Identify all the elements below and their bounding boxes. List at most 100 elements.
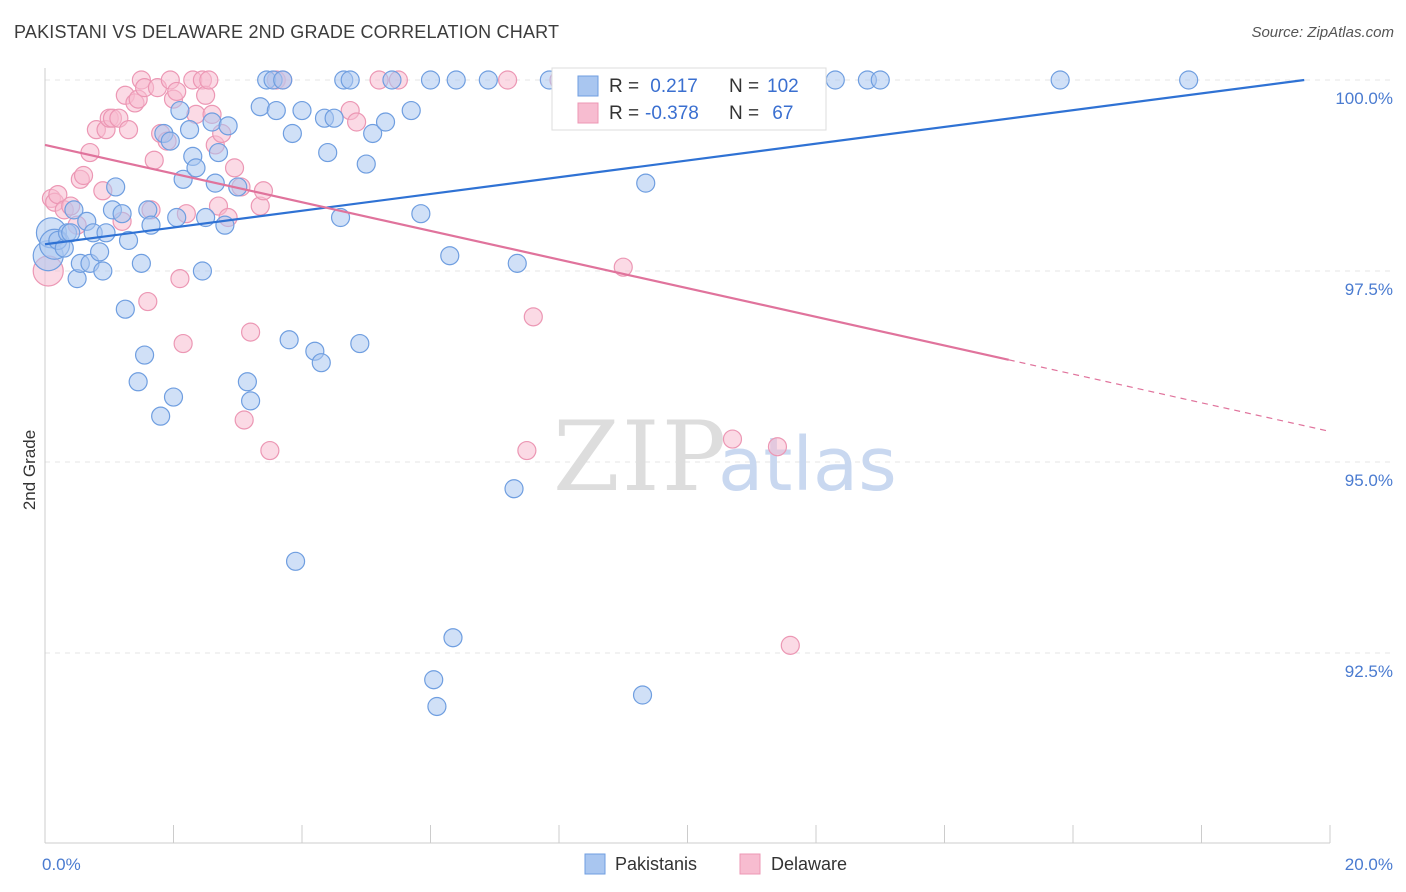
pakistanis-trend-line — [44, 78, 1305, 246]
pakistanis-points — [32, 70, 1199, 717]
pakistanis-point — [1179, 70, 1199, 90]
chart-source: Source: ZipAtlas.com — [1251, 24, 1394, 41]
watermark-atlas: atlas — [718, 422, 897, 508]
axes — [44, 68, 1331, 844]
pakistanis-point — [237, 372, 257, 392]
delaware-trend-line — [44, 143, 1009, 361]
pakistanis-point — [504, 479, 524, 499]
legend-delaware-swatch — [739, 853, 761, 875]
pakistanis-point — [131, 253, 151, 273]
pakistanis-point — [330, 207, 351, 228]
pakistanis-point — [170, 100, 190, 121]
legend-n-label-2: N = — [729, 103, 759, 124]
pakistanis-point — [167, 207, 187, 228]
delaware-point — [224, 158, 245, 178]
pakistanis-point — [282, 123, 302, 144]
pakistanis-point — [363, 123, 383, 144]
pakistanis-point — [118, 230, 139, 251]
pakistanis-point — [356, 154, 376, 174]
trend-lines — [44, 78, 1331, 433]
pakistanis-point — [632, 685, 653, 705]
delaware-point — [73, 165, 94, 186]
pakistanis-point — [382, 70, 402, 90]
delaware-point — [241, 322, 261, 342]
legend-r-value-1: 0.217 — [645, 76, 698, 97]
delaware-point — [780, 635, 800, 655]
pakistanis-point — [340, 70, 360, 90]
pakistanis-point — [411, 204, 431, 224]
delaware-point — [170, 269, 190, 289]
pakistanis-point — [93, 261, 113, 281]
y-tick-label: 97.5% — [1345, 280, 1393, 299]
pakistanis-point — [375, 112, 396, 132]
delaware-point — [173, 333, 193, 354]
pakistanis-point — [179, 120, 200, 140]
pakistanis-point — [208, 142, 229, 163]
stats-legend: R = 0.217 N = 102 R = -0.378 N = 67 — [551, 67, 827, 131]
pakistanis-point — [134, 345, 155, 365]
pakistanis-point — [186, 158, 206, 178]
pakistanis-point — [106, 177, 126, 197]
pakistanis-point — [215, 215, 235, 235]
series-legend: Pakistanis Delaware — [584, 853, 847, 875]
pakistanis-point — [266, 100, 286, 121]
y-tick-labels: 100.0% 97.5% 95.0% 92.5% — [1335, 89, 1393, 681]
y-tick-label: 95.0% — [1345, 471, 1393, 490]
delaware-point — [138, 291, 158, 312]
pakistanis-point — [115, 299, 135, 319]
legend-r-value-2: -0.378 — [645, 103, 699, 124]
legend-swatch-pink — [577, 102, 599, 124]
gridlines — [45, 79, 1390, 654]
delaware-point — [199, 70, 219, 90]
legend-pakistanis-label: Pakistanis — [615, 854, 697, 874]
pakistanis-point — [507, 253, 527, 273]
watermark: ZIP atlas — [553, 401, 897, 513]
pakistanis-point — [160, 131, 180, 151]
pakistanis-point — [420, 70, 441, 90]
pakistanis-point — [112, 204, 132, 224]
pakistanis-point — [292, 100, 312, 121]
pakistanis-point — [440, 246, 460, 266]
chart-title: PAKISTANI VS DELAWARE 2ND GRADE CORRELAT… — [14, 22, 560, 42]
legend-r-label-2: R = — [609, 103, 639, 124]
delaware-point — [260, 440, 280, 461]
delaware-point — [234, 410, 254, 430]
pakistanis-point — [192, 261, 213, 281]
pakistanis-point — [401, 100, 421, 121]
watermark-zip: ZIP — [553, 401, 728, 513]
legend-delaware-label: Delaware — [771, 854, 847, 874]
delaware-point — [498, 70, 518, 90]
y-tick-label: 92.5% — [1345, 662, 1393, 681]
pakistanis-point — [163, 387, 184, 407]
pakistanis-point — [202, 112, 222, 132]
legend-n-value-1: 102 — [767, 76, 799, 97]
y-axis-label: 2nd Grade — [20, 430, 39, 510]
legend-pakistanis-swatch — [584, 853, 606, 875]
pakistanis-point — [350, 333, 370, 354]
pakistanis-point — [478, 70, 498, 90]
x-tick-label: 20.0% — [1345, 855, 1393, 874]
delaware-point — [767, 437, 788, 457]
pakistanis-point — [870, 70, 890, 90]
delaware-point — [517, 440, 537, 461]
y-tick-label: 100.0% — [1335, 89, 1393, 108]
pakistanis-point — [96, 223, 116, 243]
delaware-point — [523, 307, 543, 327]
pakistanis-point — [128, 372, 148, 392]
delaware-point — [167, 81, 187, 102]
pakistanis-point — [1050, 70, 1070, 90]
delaware-point — [144, 150, 164, 170]
legend-r-label-1: R = — [609, 76, 639, 97]
delaware-point — [118, 120, 139, 140]
x-tick-labels: 0.0% 20.0% — [42, 855, 1393, 874]
pakistanis-point — [241, 391, 261, 411]
pakistanis-point — [427, 696, 447, 717]
pakistanis-point — [90, 242, 110, 262]
pakistanis-point — [324, 108, 344, 128]
pakistanis-point — [279, 330, 299, 350]
legend-swatch-blue — [577, 75, 599, 97]
delaware-point — [613, 257, 633, 277]
pakistanis-point — [636, 173, 656, 193]
legend-n-value-2: 67 — [767, 103, 793, 124]
